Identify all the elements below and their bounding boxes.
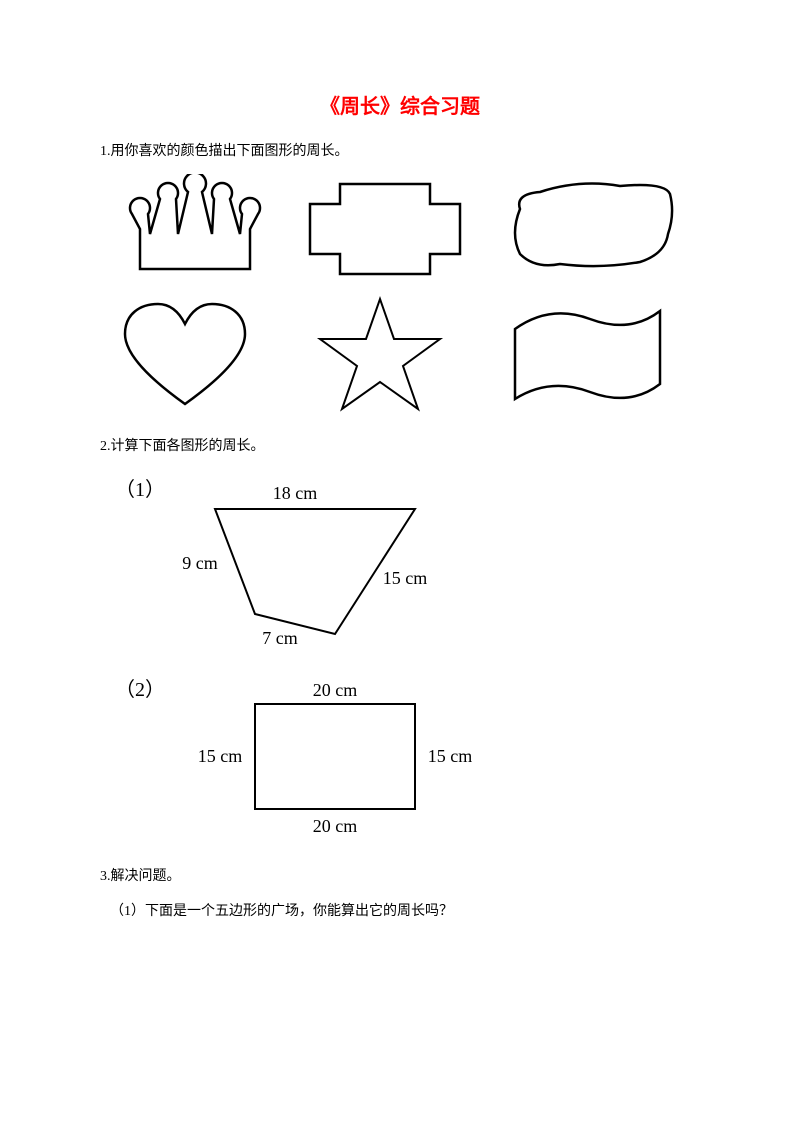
shapes-row-1 [120, 174, 700, 284]
fig1-left-measure: 9 cm [182, 553, 218, 573]
fig2-left-measure: 15 cm [198, 746, 243, 766]
fig1-top-measure: 18 cm [273, 483, 318, 503]
flag-shape [500, 299, 670, 414]
question-2-text: 2.计算下面各图形的周长。 [100, 434, 700, 459]
question-3-text: 3.解决问题。 [100, 864, 700, 889]
fig1-label: （1） [115, 478, 165, 501]
star-shape [310, 294, 450, 419]
fig1-bottom-measure: 7 cm [262, 628, 298, 648]
fig1-right-measure: 15 cm [383, 568, 428, 588]
fig2-right-measure: 15 cm [428, 746, 473, 766]
crown-shape [120, 174, 270, 284]
heart-shape [120, 299, 250, 414]
fig2-label: （2） [115, 678, 165, 701]
quadrilateral-diagram: （1） 18 cm 9 cm 15 cm 7 cm [105, 474, 475, 649]
blob-shape [500, 174, 680, 284]
figure-2-block: （2） 20 cm 15 cm 15 cm 20 cm [105, 674, 700, 844]
fig2-bottom-measure: 20 cm [313, 816, 358, 836]
rectangle-diagram: （2） 20 cm 15 cm 15 cm 20 cm [105, 674, 475, 839]
shapes-row-2 [120, 294, 700, 419]
worksheet-page: 《周长》综合习题 1.用你喜欢的颜色描出下面图形的周长。 2.计算下面各图形的周… [0, 0, 800, 920]
figure-1-block: （1） 18 cm 9 cm 15 cm 7 cm [105, 474, 700, 654]
fig2-top-measure: 20 cm [313, 680, 358, 700]
page-title: 《周长》综合习题 [100, 90, 700, 119]
question-1-text: 1.用你喜欢的颜色描出下面图形的周长。 [100, 139, 700, 164]
cross-shape [300, 174, 470, 284]
question-3-sub1: （1）下面是一个五边形的广场，你能算出它的周长吗？ [110, 900, 700, 920]
